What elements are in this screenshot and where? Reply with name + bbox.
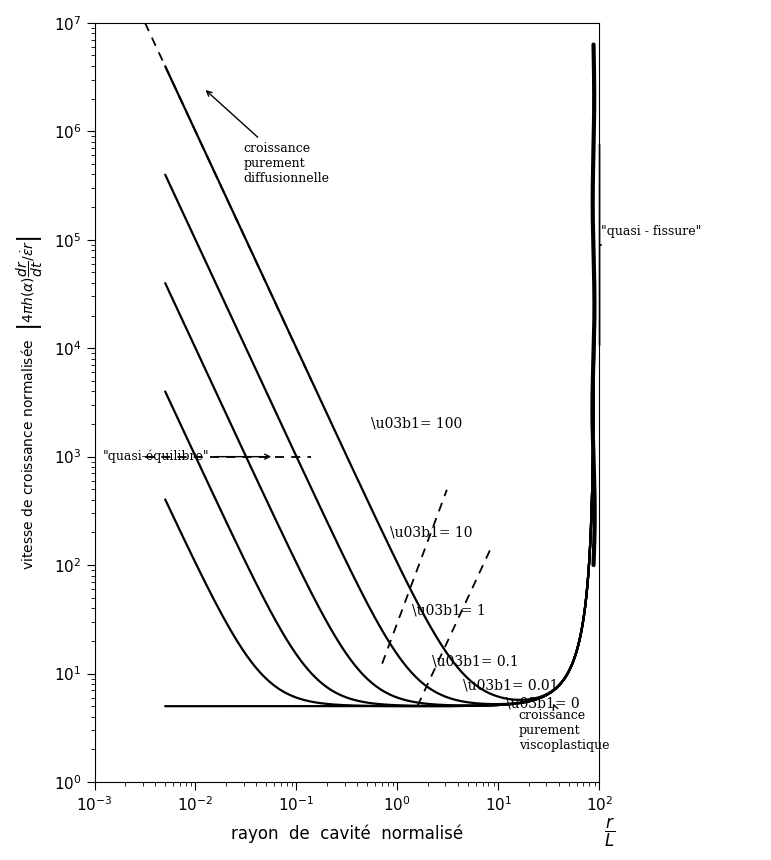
Text: $\dfrac{r}{L}$: $\dfrac{r}{L}$ [604, 816, 615, 850]
Text: \u03b1= 0.1: \u03b1= 0.1 [432, 654, 519, 668]
Text: "quasi-équilibre": "quasi-équilibre" [103, 450, 270, 464]
Y-axis label: vitesse de croissance normalisée  $\left|4\pi h(\alpha)\dfrac{dr}{dt}/\dot{\vare: vitesse de croissance normalisée $\left|… [15, 235, 45, 569]
Text: croissance
purement
diffusionnelle: croissance purement diffusionnelle [207, 91, 330, 185]
Text: \u03b1= 1: \u03b1= 1 [412, 604, 486, 617]
Text: croissance
purement
viscoplastique: croissance purement viscoplastique [519, 705, 609, 752]
Text: \u03b1= 0.01: \u03b1= 0.01 [463, 679, 559, 692]
X-axis label: rayon  de  cavité  normalisé: rayon de cavité normalisé [231, 825, 463, 844]
Text: \u03b1= 10: \u03b1= 10 [390, 525, 473, 539]
Text: \u03b1= 100: \u03b1= 100 [371, 417, 463, 431]
Text: \u03b1= 0: \u03b1= 0 [507, 697, 580, 710]
Text: "quasi - fissure": "quasi - fissure" [601, 224, 702, 237]
